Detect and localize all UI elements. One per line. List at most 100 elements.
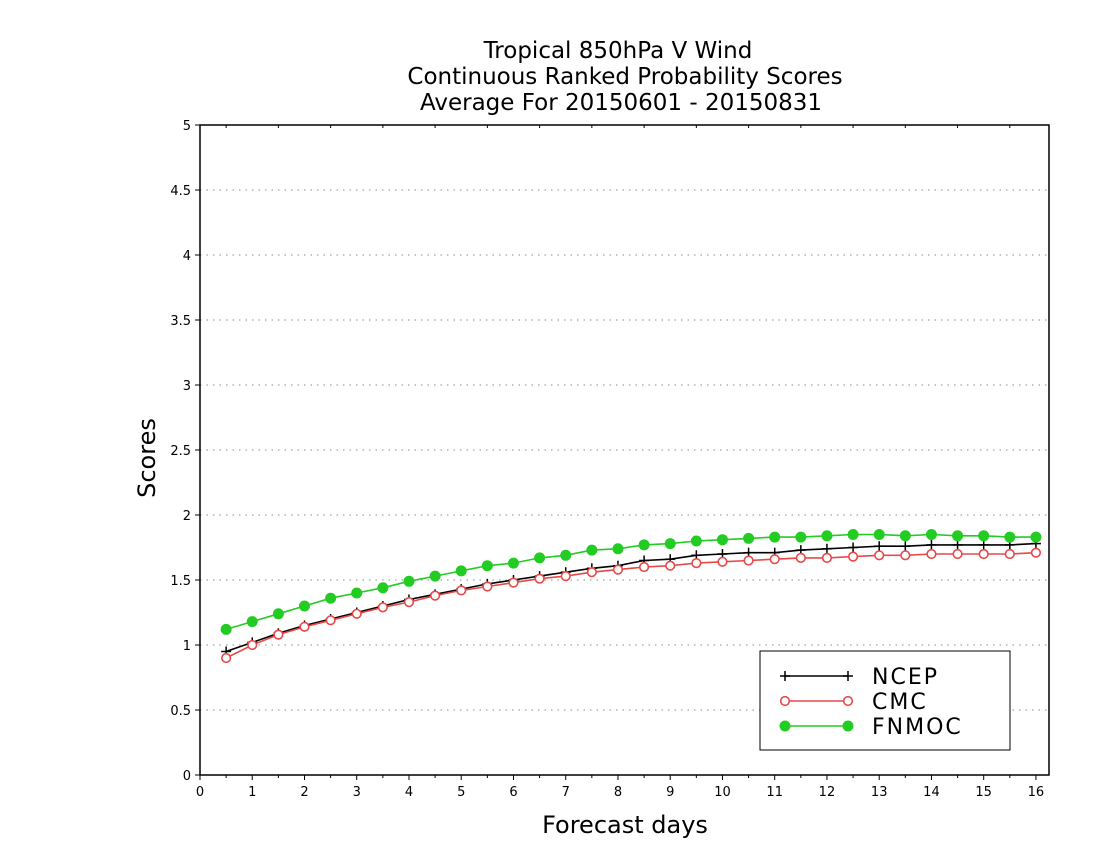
legend-item-fnmoc: FNMOC [779, 715, 963, 740]
data-point-cmc-24 [847, 551, 859, 562]
data-point-fnmoc-7 [403, 575, 415, 587]
data-point-cmc-28 [952, 548, 963, 560]
data-point-fnmoc-24 [847, 529, 859, 540]
data-point-cmc-22 [795, 552, 806, 564]
data-point-fnmoc-6 [377, 582, 389, 594]
data-point-cmc-12 [534, 573, 545, 584]
x-tick-label-14: 14 [923, 785, 940, 800]
chart-title-line-1: Tropical 850hPa V Wind [483, 38, 753, 64]
y-tick-label-4: 2 [183, 509, 191, 524]
series-line-cmc [225, 551, 1036, 659]
y-tick-label-1: 0.5 [170, 704, 191, 719]
data-point-fnmoc-18 [690, 535, 702, 547]
data-point-fnmoc-16 [638, 539, 650, 551]
y-tick-label-9: 4.5 [170, 184, 191, 199]
x-tick-label-10: 10 [714, 785, 731, 800]
data-point-fnmoc-2 [272, 608, 284, 620]
y-tick-label-8: 4 [183, 249, 191, 264]
data-point-fnmoc-11 [507, 557, 519, 569]
data-point-cmc-23 [821, 552, 833, 564]
legend-marker-ncep-end [843, 671, 853, 681]
data-point-ncep-24 [848, 542, 859, 553]
data-point-fnmoc-0 [220, 623, 232, 635]
data-point-fnmoc-1 [246, 616, 258, 628]
x-tick-label-0: 0 [196, 785, 204, 800]
data-point-cmc-15 [612, 564, 624, 575]
legend-marker-fnmoc-start [779, 720, 791, 732]
y-axis-title: Scores [133, 418, 161, 498]
y-tick-label-2: 1 [183, 639, 191, 654]
y-tick-label-7: 3.5 [170, 314, 191, 329]
legend-item-cmc: CMC [779, 690, 926, 715]
series-group [220, 529, 1042, 664]
data-point-fnmoc-3 [298, 600, 310, 612]
x-tick-label-12: 12 [819, 785, 836, 800]
data-point-cmc-27 [926, 548, 937, 560]
data-point-cmc-31 [1030, 547, 1042, 558]
x-tick-label-15: 15 [975, 785, 992, 800]
data-point-fnmoc-23 [821, 530, 833, 542]
data-point-fnmoc-29 [978, 530, 990, 542]
legend-label-fnmoc: FNMOC [872, 715, 963, 740]
data-point-fnmoc-4 [325, 592, 337, 604]
data-point-fnmoc-22 [795, 531, 807, 543]
x-tick-label-7: 7 [562, 785, 570, 800]
series-cmc [221, 547, 1042, 664]
data-point-cmc-14 [586, 567, 597, 578]
y-axis: 0 0.5 1 1.5 2 2.5 3 3.5 4 4.5 5 [170, 119, 200, 784]
data-point-fnmoc-12 [534, 552, 546, 564]
data-point-ncep-25 [874, 541, 885, 552]
data-point-cmc-13 [560, 570, 571, 582]
data-point-ncep-23 [821, 543, 832, 554]
data-point-cmc-4 [325, 615, 336, 626]
data-point-cmc-7 [403, 596, 415, 608]
x-tick-label-9: 9 [666, 785, 674, 800]
data-point-cmc-25 [874, 550, 885, 561]
data-point-cmc-5 [351, 608, 362, 619]
data-point-fnmoc-13 [560, 549, 572, 561]
x-tick-label-3: 3 [353, 785, 361, 800]
x-tick-label-16: 16 [1028, 785, 1045, 800]
legend-marker-cmc-start [779, 695, 791, 707]
x-axis: 0 1 2 3 4 5 6 7 8 9 10 11 12 13 14 15 16 [196, 125, 1044, 800]
data-point-fnmoc-14 [586, 544, 598, 556]
data-point-cmc-30 [1004, 548, 1015, 560]
chart-title: Tropical 850hPa V Wind Continuous Ranked… [407, 38, 842, 116]
data-point-fnmoc-10 [481, 560, 493, 572]
data-point-fnmoc-20 [743, 532, 755, 544]
chart-title-line-3: Average For 20150601 - 20150831 [420, 90, 822, 116]
data-point-fnmoc-19 [716, 534, 728, 546]
data-point-fnmoc-26 [899, 530, 911, 542]
y-tick-label-10: 5 [183, 119, 191, 134]
legend-marker-fnmoc-end [842, 720, 854, 732]
data-point-cmc-6 [377, 602, 388, 613]
x-tick-label-2: 2 [300, 785, 308, 800]
data-point-cmc-8 [430, 590, 441, 601]
data-point-cmc-17 [665, 560, 676, 571]
legend-label-ncep: NCEP [872, 665, 939, 690]
data-point-fnmoc-8 [429, 570, 441, 582]
x-tick-label-13: 13 [871, 785, 888, 800]
x-tick-label-6: 6 [509, 785, 517, 800]
series-fnmoc [220, 529, 1042, 635]
data-point-fnmoc-5 [351, 587, 363, 599]
data-point-cmc-21 [769, 554, 780, 565]
legend-marker-ncep-start [780, 671, 790, 681]
chart-title-line-2: Continuous Ranked Probability Scores [407, 64, 842, 90]
data-point-cmc-0 [221, 652, 232, 664]
x-axis-title: Forecast days [542, 811, 708, 839]
y-tick-label-3: 1.5 [170, 574, 191, 589]
data-point-fnmoc-28 [952, 530, 964, 542]
gridlines [200, 189, 1049, 711]
data-point-cmc-20 [743, 555, 754, 566]
data-point-cmc-11 [508, 577, 519, 588]
data-point-ncep-27 [926, 539, 937, 550]
data-point-cmc-26 [900, 550, 911, 561]
data-point-ncep-29 [978, 539, 989, 550]
series-ncep [221, 538, 1041, 657]
data-point-fnmoc-25 [873, 529, 885, 540]
data-point-cmc-18 [691, 557, 702, 569]
data-point-fnmoc-17 [664, 538, 676, 550]
